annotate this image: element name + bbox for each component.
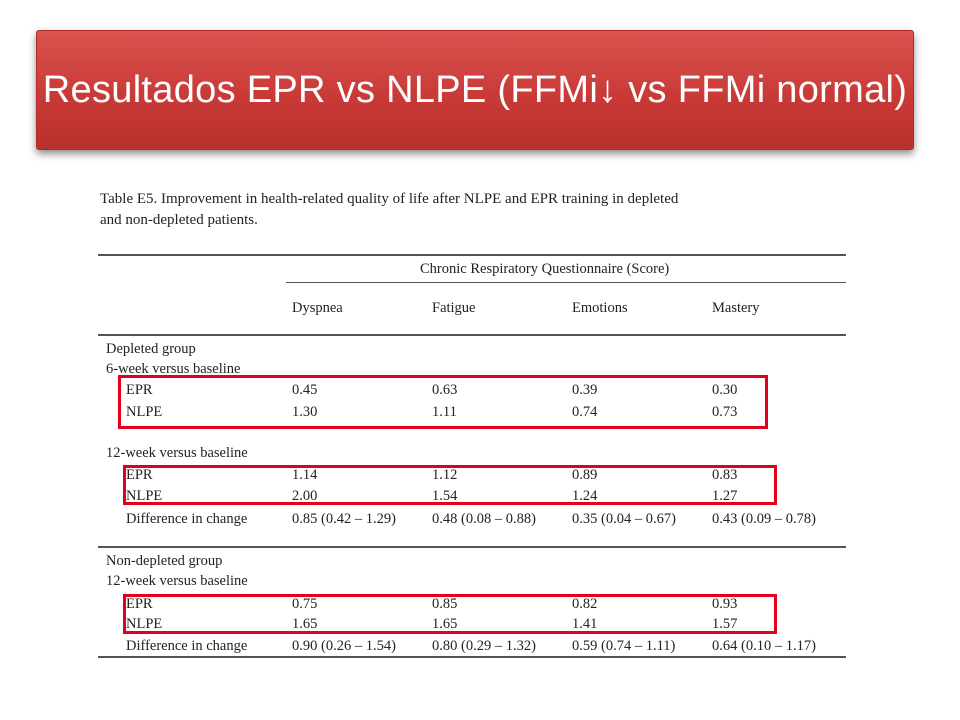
- column-header: Dyspnea: [292, 300, 343, 316]
- table-cell: 0.48 (0.08 – 0.88): [432, 511, 536, 527]
- table-cell: 1.41: [572, 616, 598, 632]
- table-cell: 2.00: [292, 488, 318, 504]
- table-cell: 0.43 (0.09 – 0.78): [712, 511, 816, 527]
- table-cell: 0.90 (0.26 – 1.54): [292, 638, 396, 654]
- group-divider-rule: [98, 546, 846, 548]
- table-cell: 0.59 (0.74 – 1.11): [572, 638, 676, 654]
- column-header: Mastery: [712, 300, 760, 316]
- table-cell: 0.89: [572, 467, 598, 483]
- table-cell: 0.85: [432, 596, 458, 612]
- table-cell: 1.27: [712, 488, 738, 504]
- table-cell: 1.65: [292, 616, 318, 632]
- highlight-box: [118, 375, 768, 429]
- table-cell: 0.73: [712, 404, 738, 420]
- table-top-rule: [98, 254, 846, 256]
- table-cell: 1.24: [572, 488, 598, 504]
- row-label: Difference in change: [126, 511, 248, 527]
- table-cell: 1.57: [712, 616, 738, 632]
- table-cell: 1.65: [432, 616, 458, 632]
- period-label: 12-week versus baseline: [106, 573, 248, 589]
- table-cell: 0.74: [572, 404, 598, 420]
- table-cell: 0.63: [432, 382, 458, 398]
- highlight-box: [123, 465, 777, 505]
- period-label: 6-week versus baseline: [106, 361, 241, 377]
- highlight-box: [123, 594, 777, 634]
- column-header: Fatigue: [432, 300, 476, 316]
- table-cell: 1.30: [292, 404, 318, 420]
- group-label: Depleted group: [106, 341, 196, 357]
- header-bottom-rule: [98, 334, 846, 336]
- row-label: NLPE: [126, 404, 163, 420]
- table-cell: 1.14: [292, 467, 318, 483]
- group-header-rule: [286, 282, 846, 283]
- table-cell: 1.11: [432, 404, 457, 420]
- table-bottom-rule: [98, 656, 846, 658]
- table-cell: 0.80 (0.29 – 1.32): [432, 638, 536, 654]
- table-cell: 1.12: [432, 467, 458, 483]
- row-label: Difference in change: [126, 638, 248, 654]
- table-cell: 0.35 (0.04 – 0.67): [572, 511, 676, 527]
- table-cell: 1.54: [432, 488, 458, 504]
- column-header: Emotions: [572, 300, 628, 316]
- table-cell: 0.39: [572, 382, 598, 398]
- table-cell: 0.45: [292, 382, 318, 398]
- table-caption: Table E5. Improvement in health-related …: [100, 191, 679, 228]
- row-label: NLPE: [126, 488, 163, 504]
- table-cell: 0.75: [292, 596, 318, 612]
- row-label: EPR: [126, 467, 153, 483]
- row-label: NLPE: [126, 616, 163, 632]
- table-cell: 0.82: [572, 596, 598, 612]
- row-label: EPR: [126, 382, 153, 398]
- table-cell: 0.85 (0.42 – 1.29): [292, 511, 396, 527]
- slide-title: Resultados EPR vs NLPE (FFMi↓ vs FFMi no…: [42, 68, 908, 111]
- table-cell: 0.83: [712, 467, 738, 483]
- group-header: Chronic Respiratory Questionnaire (Score…: [420, 261, 670, 277]
- title-banner: Resultados EPR vs NLPE (FFMi↓ vs FFMi no…: [36, 30, 914, 150]
- table-cell: 0.93: [712, 596, 738, 612]
- period-label: 12-week versus baseline: [106, 445, 248, 461]
- row-label: EPR: [126, 596, 153, 612]
- table-cell: 0.64 (0.10 – 1.17): [712, 638, 816, 654]
- table-cell: 0.30: [712, 382, 738, 398]
- group-label: Non-depleted group: [106, 553, 223, 569]
